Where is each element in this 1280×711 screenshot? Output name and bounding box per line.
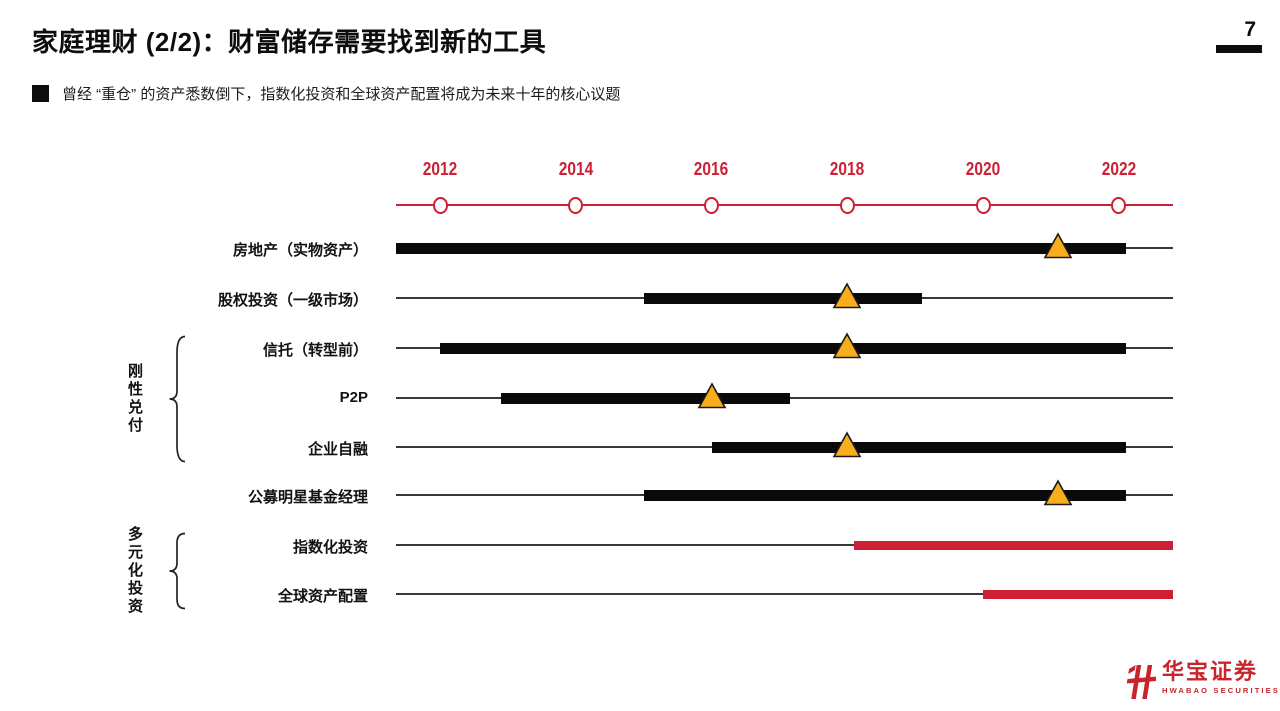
subtitle-row: 曾经 “重仓” 的资产悉数倒下，指数化投资和全球资产配置将成为未来十年的核心议题 [32, 83, 620, 104]
axis-year-dot [975, 196, 991, 214]
warning-triangle-icon [832, 282, 862, 309]
axis-year-dot [1111, 196, 1127, 214]
asset-bar [643, 292, 922, 304]
row-baseline [395, 544, 1174, 546]
asset-bar [643, 489, 1126, 501]
highlight-bar [983, 589, 1174, 599]
asset-bar [711, 441, 1126, 453]
axis-year-label: 2016 [694, 159, 729, 179]
asset-bar [395, 242, 1126, 254]
row-label: 指数化投资 [292, 539, 368, 556]
axis-year-dot [568, 196, 584, 214]
axis-year-dot [432, 196, 448, 214]
warning-triangle-icon [697, 382, 726, 409]
timeline-axis-line [395, 204, 1174, 206]
hwabao-logo: 华宝证券 HWABAO SECURITIES [1122, 660, 1280, 701]
group-label: 多元化投资 [126, 526, 143, 616]
page-title: 家庭理财 (2/2)：财富储存需要找到新的工具 [32, 27, 547, 57]
warning-triangle-icon [832, 431, 862, 458]
axis-year-label: 2020 [965, 159, 1001, 179]
axis-year-label: 2012 [422, 159, 458, 179]
axis-year-dot [704, 196, 719, 214]
highlight-bar [854, 540, 1174, 550]
bullet-square-icon [32, 85, 49, 102]
page-number-block: 7 [1216, 18, 1262, 53]
group-brace [169, 335, 186, 463]
row-label: 股权投资（一级市场） [217, 292, 368, 309]
logo-text-en: HWABAO SECURITIES [1162, 686, 1280, 695]
row-label: P2P [339, 389, 368, 406]
page-number-underline [1216, 45, 1262, 53]
asset-bar [440, 342, 1126, 354]
logo-text-cn: 华宝证券 [1162, 659, 1259, 684]
subtitle-text: 曾经 “重仓” 的资产悉数倒下，指数化投资和全球资产配置将成为未来十年的核心议题 [62, 86, 621, 103]
page-number: 7 [1244, 18, 1256, 41]
row-label: 信托（转型前） [262, 342, 368, 359]
warning-triangle-icon [1043, 479, 1073, 506]
warning-triangle-icon [832, 332, 862, 359]
group-label: 刚性兑付 [126, 363, 143, 435]
group-brace [169, 532, 186, 610]
row-label: 全球资产配置 [277, 588, 368, 605]
axis-year-label: 2018 [830, 159, 865, 179]
row-baseline [395, 593, 1174, 595]
hwabao-logo-icon [1126, 665, 1156, 699]
row-label: 房地产（实物资产） [232, 242, 368, 259]
row-label: 公募明星基金经理 [247, 489, 368, 506]
axis-year-label: 2014 [558, 159, 593, 179]
row-label: 企业自融 [307, 441, 368, 458]
asset-bar [501, 392, 790, 404]
warning-triangle-icon [1043, 232, 1073, 259]
axis-year-dot [839, 196, 855, 214]
axis-year-label: 2022 [1101, 159, 1136, 179]
